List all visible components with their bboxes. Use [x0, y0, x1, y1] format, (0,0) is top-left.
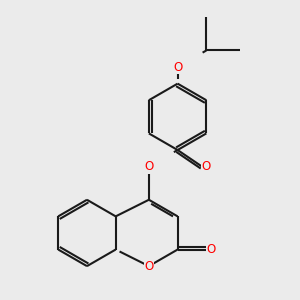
Text: O: O: [202, 160, 211, 173]
Text: O: O: [144, 160, 154, 173]
Text: O: O: [173, 61, 182, 74]
Text: O: O: [144, 260, 154, 273]
Text: O: O: [206, 243, 215, 256]
